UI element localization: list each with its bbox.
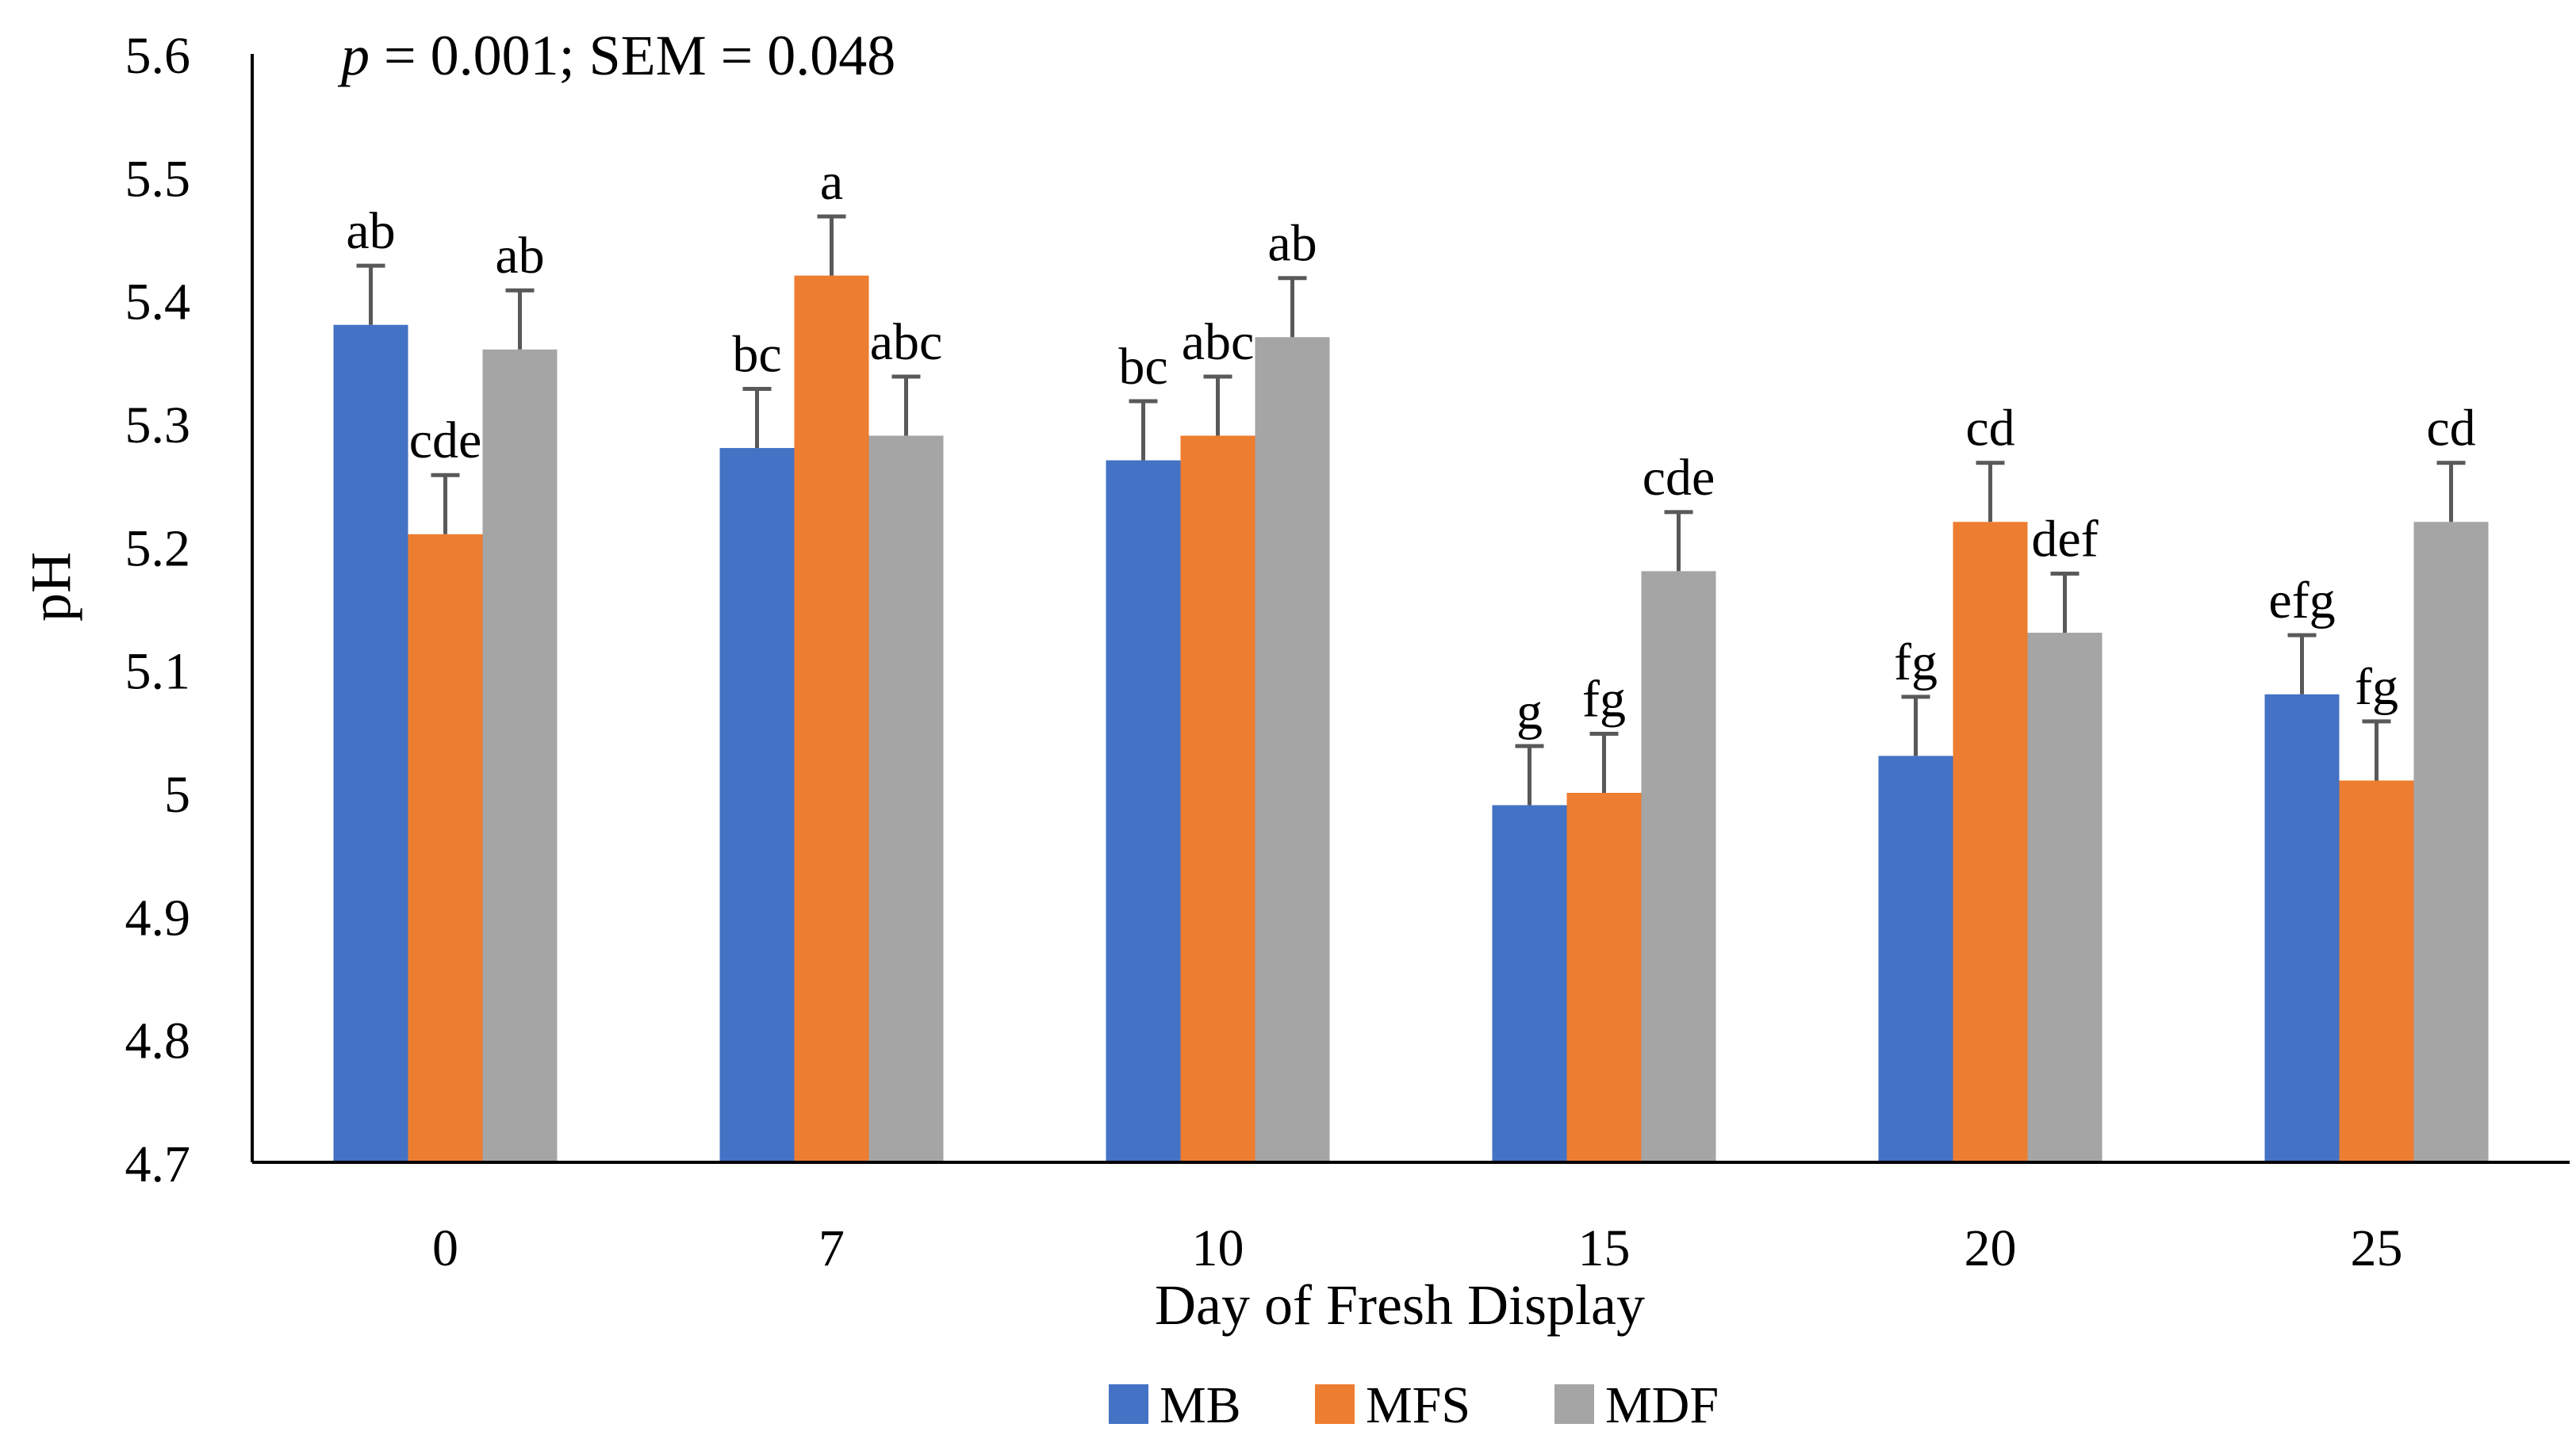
legend: MB MFS MDF <box>1109 1376 1719 1434</box>
x-tick-label: 0 <box>432 1219 458 1277</box>
bar-mb <box>1106 460 1181 1162</box>
y-tick-label: 5.4 <box>125 274 191 331</box>
bar-mfs <box>408 534 483 1162</box>
significance-letter: cde <box>1643 449 1715 507</box>
bar-mfs <box>1953 522 2028 1162</box>
bar-mdf <box>1641 571 1716 1162</box>
bar-mb <box>2264 694 2340 1162</box>
y-tick-label: 5.1 <box>125 643 191 701</box>
y-tick-label: 5.2 <box>125 519 191 577</box>
bar-mdf <box>482 349 558 1162</box>
bar-mfs <box>794 275 869 1163</box>
y-tick-label: 5.3 <box>125 396 191 454</box>
significance-letter: fg <box>2355 658 2398 716</box>
significance-letter: abc <box>870 313 943 371</box>
bar-mfs <box>2339 780 2414 1162</box>
bar-mdf <box>1255 337 1330 1163</box>
bar-mb <box>1878 756 1953 1162</box>
bar-mb <box>719 448 795 1162</box>
significance-letter: cd <box>2426 400 2475 457</box>
y-tick-label: 4.7 <box>125 1135 191 1193</box>
x-axis-label: Day of Fresh Display <box>1155 1273 1645 1337</box>
significance-letter: bc <box>732 326 781 384</box>
bar-mdf <box>868 435 944 1162</box>
significance-letter: bc <box>1118 338 1167 396</box>
x-tick-label: 10 <box>1192 1219 1244 1277</box>
error-bars <box>356 214 2466 806</box>
y-axis-label: pH <box>19 552 82 622</box>
x-tick-labels: 0 7 10 15 20 25 <box>432 1219 2403 1277</box>
annotation-text: = 0.001; SEM = 0.048 <box>370 24 895 87</box>
significance-letter: fg <box>1582 670 1626 728</box>
significance-letter: g <box>1516 683 1543 741</box>
annotation-p: p <box>337 24 370 87</box>
legend-label-mdf: MDF <box>1605 1376 1719 1434</box>
y-tick-label: 5.5 <box>125 150 191 208</box>
significance-letter: cd <box>1965 400 2014 457</box>
legend-swatch-mfs <box>1315 1384 1355 1424</box>
significance-letter: cde <box>409 411 482 469</box>
bar-mdf <box>2413 522 2489 1162</box>
significance-letter: def <box>2031 511 2098 568</box>
y-tick-label: 5.6 <box>125 27 191 85</box>
x-tick-label: 7 <box>818 1219 845 1277</box>
y-tick-label: 4.8 <box>125 1012 191 1070</box>
significance-letter: abc <box>1182 313 1255 371</box>
y-tick-labels: 4.7 4.8 4.9 5 5.1 5.2 5.3 5.4 5.5 5.6 <box>125 27 191 1193</box>
y-tick-label: 4.9 <box>125 889 191 947</box>
significance-letter: ab <box>495 227 544 285</box>
significance-letter: efg <box>2268 572 2335 630</box>
bar-mb <box>1492 805 1567 1162</box>
significance-letter: ab <box>346 202 395 260</box>
bars <box>333 275 2489 1163</box>
significance-letter: ab <box>1267 215 1317 273</box>
chart-annotation: p = 0.001; SEM = 0.048 <box>337 24 895 87</box>
bar-mfs <box>1566 793 1642 1162</box>
y-tick-label: 5 <box>164 766 190 824</box>
legend-swatch-mdf <box>1554 1384 1594 1424</box>
legend-label-mb: MB <box>1160 1376 1241 1434</box>
x-tick-label: 25 <box>2351 1219 2403 1277</box>
bar-mdf <box>2027 633 2103 1162</box>
x-tick-label: 15 <box>1578 1219 1631 1277</box>
legend-swatch-mb <box>1109 1384 1148 1424</box>
significance-letter: a <box>820 153 843 211</box>
x-tick-label: 20 <box>1965 1219 2017 1277</box>
significance-letter: fg <box>1894 633 1938 691</box>
bar-mfs <box>1180 435 1255 1162</box>
bar-mb <box>333 324 408 1162</box>
legend-label-mfs: MFS <box>1366 1376 1470 1434</box>
